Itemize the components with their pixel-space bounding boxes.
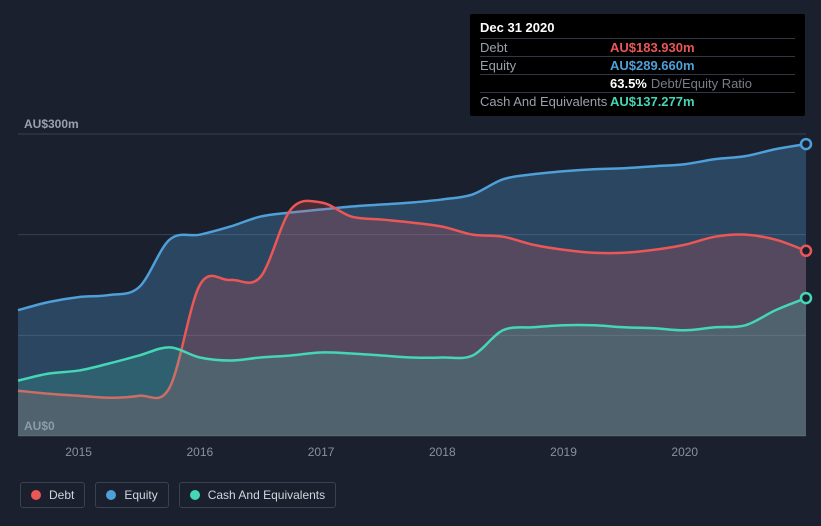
legend-label: Cash And Equivalents xyxy=(208,488,325,502)
x-axis-label: 2019 xyxy=(550,445,577,459)
legend-item[interactable]: Cash And Equivalents xyxy=(179,482,336,508)
x-axis-label: 2017 xyxy=(308,445,335,459)
legend-dot-icon xyxy=(31,490,41,500)
tooltip-extra: Debt/Equity Ratio xyxy=(647,76,752,91)
series-end-dot xyxy=(801,246,811,256)
tooltip-value: AU$183.930m xyxy=(610,40,695,55)
x-axis-label: 2020 xyxy=(671,445,698,459)
tooltip-row: EquityAU$289.660m xyxy=(480,56,795,74)
chart-tooltip: Dec 31 2020DebtAU$183.930mEquityAU$289.6… xyxy=(470,14,805,116)
legend: Debt Equity Cash And Equivalents xyxy=(20,482,336,508)
tooltip-label: Cash And Equivalents xyxy=(480,94,610,109)
tooltip-value: AU$137.277m xyxy=(610,94,695,109)
legend-dot-icon xyxy=(190,490,200,500)
tooltip-row: DebtAU$183.930m xyxy=(480,38,795,56)
legend-label: Equity xyxy=(124,488,157,502)
series-end-dot xyxy=(801,293,811,303)
x-axis-label: 2016 xyxy=(186,445,213,459)
tooltip-row: Cash And EquivalentsAU$137.277m xyxy=(480,92,795,110)
y-axis-label: AU$300m xyxy=(24,117,79,131)
legend-dot-icon xyxy=(106,490,116,500)
x-axis-label: 2015 xyxy=(65,445,92,459)
legend-label: Debt xyxy=(49,488,74,502)
tooltip-row: 63.5%Debt/Equity Ratio xyxy=(480,74,795,92)
legend-item[interactable]: Equity xyxy=(95,482,168,508)
tooltip-value: AU$289.660m xyxy=(610,58,695,73)
tooltip-label: Equity xyxy=(480,58,610,73)
legend-item[interactable]: Debt xyxy=(20,482,85,508)
tooltip-label xyxy=(480,76,610,91)
tooltip-date: Dec 31 2020 xyxy=(480,20,795,38)
tooltip-value: 63.5% xyxy=(610,76,647,91)
tooltip-label: Debt xyxy=(480,40,610,55)
x-axis-label: 2018 xyxy=(429,445,456,459)
series-end-dot xyxy=(801,139,811,149)
